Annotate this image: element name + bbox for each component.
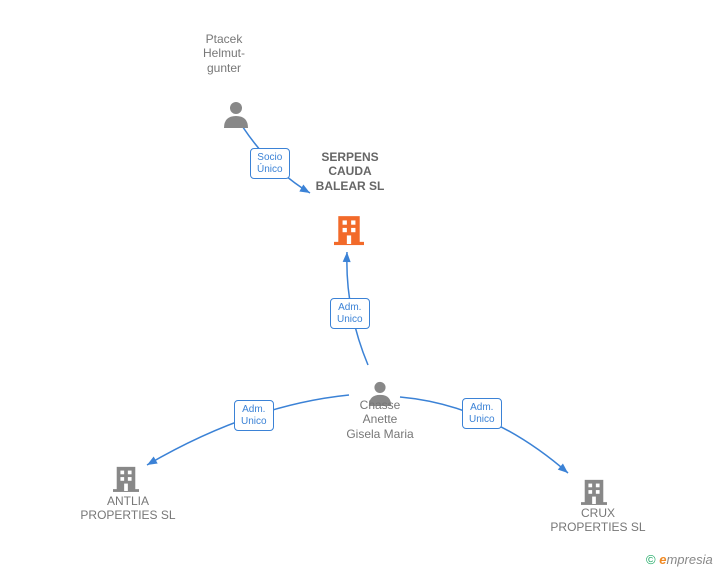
edge-e4-arrow xyxy=(558,464,571,477)
watermark-rest: mpresia xyxy=(666,552,712,567)
building-icon xyxy=(581,480,607,505)
edge-e2-arrow xyxy=(343,252,351,262)
edge-label-e3: Adm. Unico xyxy=(234,400,274,431)
watermark: © empresia xyxy=(646,552,713,567)
edge-label-e2: Adm. Unico xyxy=(330,298,370,329)
node-label-crux: CRUX PROPERTIES SL xyxy=(528,506,668,535)
copyright-symbol: © xyxy=(646,552,656,567)
person-icon xyxy=(224,102,248,128)
diagram-canvas xyxy=(0,0,728,575)
building-icon xyxy=(334,216,364,245)
node-label-antlia: ANTLIA PROPERTIES SL xyxy=(58,494,198,523)
node-label-ptacek: Ptacek Helmut- gunter xyxy=(164,32,284,75)
edge-label-e1: Socio Único xyxy=(250,148,290,179)
edge-label-e4: Adm. Unico xyxy=(462,398,502,429)
building-icon xyxy=(113,467,139,492)
edge-e3-arrow xyxy=(145,457,158,469)
node-label-chasse: Chasse Anette Gisela Maria xyxy=(320,398,440,441)
node-label-serpens: SERPENS CAUDA BALEAR SL xyxy=(290,150,410,193)
